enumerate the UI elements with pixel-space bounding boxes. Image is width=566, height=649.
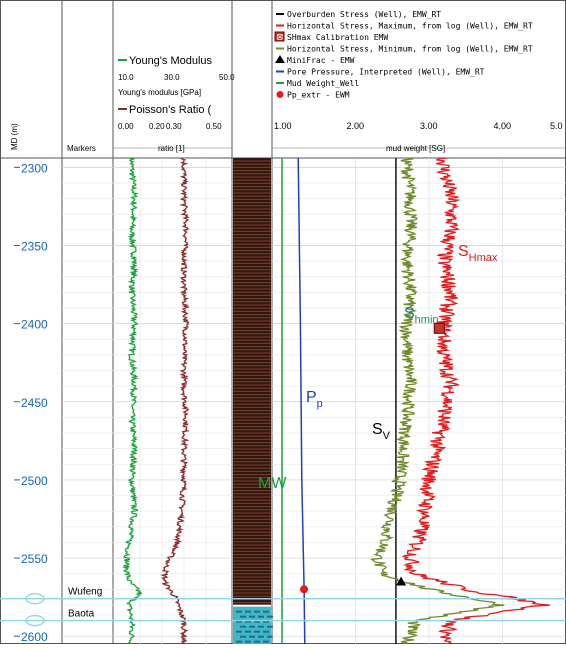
lithology-brick	[245, 620, 251, 623]
lithology-brick	[258, 625, 264, 628]
youngs-legend: Young's Modulus	[129, 55, 213, 67]
markers-header: Markers	[67, 144, 96, 153]
plot-area: Wufeng Baota	[0, 157, 566, 645]
poisson-tick-label: 0.30	[166, 122, 182, 131]
depth-tick-label: 2350	[21, 240, 48, 254]
marker-label: Baota	[68, 609, 95, 620]
poisson-legend: Poisson's Ratio (	[129, 104, 212, 116]
legend-item-label: Mud Weight_Well	[287, 79, 359, 88]
depth-tick-label: 2600	[21, 630, 48, 644]
youngs-modulus-series	[122, 157, 142, 645]
annotations: SHmax Shmin Pp SV MW	[258, 243, 498, 492]
legend-swatch	[275, 55, 285, 63]
stress-legend: Overburden Stress (Well), EMW_RT Horizont…	[274, 10, 533, 100]
lithology-brick	[240, 615, 246, 618]
lithology-brick	[267, 615, 273, 618]
lithology-brick	[240, 625, 246, 628]
shmin-series	[369, 157, 505, 645]
lithology-brick	[236, 620, 242, 623]
lithology-brick	[254, 610, 260, 613]
marker-symbol	[25, 593, 45, 605]
depth-axis-label: MD (m)	[10, 123, 19, 150]
annotation-sv: SV	[372, 421, 391, 442]
legend-swatch-glyph: ⊠	[277, 33, 284, 42]
lithology-brick	[258, 635, 264, 638]
legend-item-label: Horizontal Stress, Minimum, from log (We…	[287, 45, 533, 54]
legend-item-label: SHmax Calibration EMW	[287, 33, 388, 42]
shmax-series	[402, 157, 550, 645]
lithology-brick	[236, 640, 242, 643]
lithology-limestone	[233, 606, 271, 644]
lithology-brick	[245, 640, 251, 643]
shmax-calibration-point	[433, 322, 445, 334]
pp-extr-point	[300, 585, 309, 594]
lithology-brick	[249, 625, 255, 628]
lithology-column	[233, 158, 273, 644]
legend-item-label: MiniFrac - EMW	[287, 56, 355, 65]
lithology-brick	[254, 620, 260, 623]
youngs-tick-label: 50.0	[219, 73, 235, 82]
legend-swatch	[274, 31, 285, 42]
mud-axis-label: mud weight [SG]	[386, 144, 445, 153]
stress-tick-label: 2.00	[347, 121, 365, 131]
lithology-brick	[267, 625, 273, 628]
depth-tick-label: 2400	[21, 318, 48, 332]
legend-item-label: Pp_extr - EWM	[287, 91, 350, 100]
youngs-unit: Young's modulus [GPa]	[118, 88, 201, 97]
stress-tick-label: 1.00	[274, 121, 292, 131]
lithology-brick	[254, 630, 260, 633]
marker-label: Wufeng	[68, 587, 102, 598]
pore-pressure-series	[297, 157, 306, 645]
lithology-brick	[267, 635, 273, 638]
lithology-brick	[245, 630, 251, 633]
annotation-pp: Pp	[306, 389, 323, 410]
lithology-brick	[258, 615, 264, 618]
legend-item-label: Overburden Stress (Well), EMW_RT	[287, 10, 441, 19]
legend-swatch	[276, 91, 284, 98]
lithology-brick	[254, 640, 260, 643]
axis-ticks: 2300 2350 2400 2450 2500 2550 2600 10.0 30.0 50.0…	[14, 73, 563, 644]
ratio-axis-label: ratio [1]	[158, 144, 185, 153]
lithology-brick	[245, 610, 251, 613]
lithology-brick	[236, 610, 242, 613]
lithology-brick	[249, 615, 255, 618]
lithology-brick	[263, 640, 269, 643]
marker-symbol	[25, 614, 45, 627]
lithology-brick	[263, 630, 269, 633]
depth-tick-label: 2500	[21, 474, 48, 488]
poisson-tick-label: 0.20	[149, 122, 165, 131]
lithology-brick	[236, 630, 242, 633]
lithology-brick	[263, 620, 269, 623]
legend-item-label: Horizontal Stress, Maximum, from log (We…	[287, 22, 533, 31]
poisson-tick-label: 0.00	[118, 122, 134, 131]
depth-tick-label: 2300	[21, 161, 48, 175]
stress-tick-label: 3.00	[420, 121, 438, 131]
annotation-mw: MW	[258, 475, 287, 492]
stress-tick-label: 5.0	[550, 121, 563, 131]
lithology-brick	[263, 610, 269, 613]
lithology-brick	[249, 635, 255, 638]
lithology-brick	[240, 635, 246, 638]
poisson-ratio-series	[160, 157, 190, 645]
legend-item-label: Pore Pressure, Interpreted (Well), EMW_R…	[287, 68, 485, 77]
annotation-shmin: Shmin	[404, 305, 439, 326]
poisson-tick-label: 0.50	[206, 122, 222, 131]
minifrac-point	[396, 576, 407, 586]
annotation-shmax: SHmax	[458, 243, 498, 264]
youngs-tick-label: 30.0	[164, 73, 180, 82]
stress-tick-label: 4.00	[494, 121, 512, 131]
depth-tick-label: 2550	[21, 552, 48, 566]
youngs-tick-label: 10.0	[118, 73, 134, 82]
depth-tick-label: 2450	[21, 396, 48, 410]
track-headers: MD (m) Markers ratio [1] mud weight [SG]…	[10, 55, 445, 153]
